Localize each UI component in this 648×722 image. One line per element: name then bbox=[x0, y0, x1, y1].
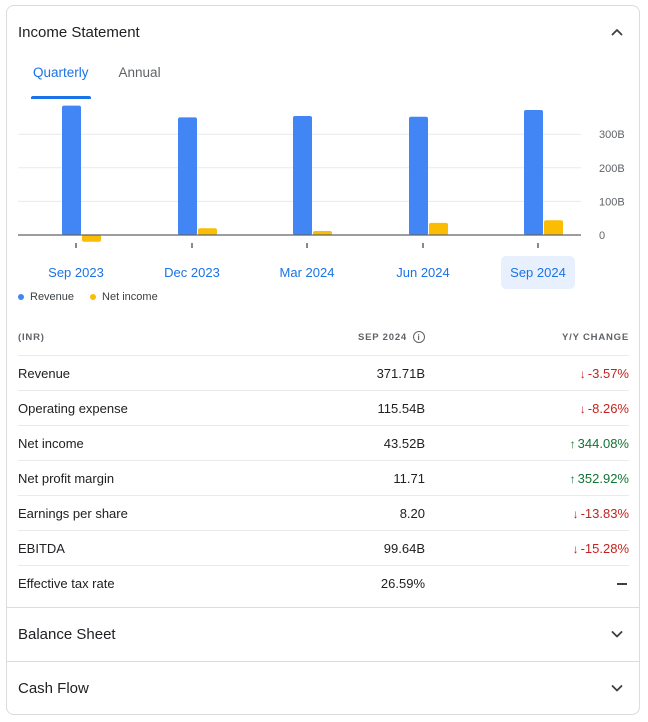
period-tabs: Quarterly Annual bbox=[31, 61, 191, 99]
x-tick-label[interactable]: Jun 2024 bbox=[396, 265, 450, 280]
section-divider bbox=[7, 661, 639, 662]
arrow-down-icon: ↓ bbox=[579, 366, 586, 381]
cash-flow-title: Cash Flow bbox=[18, 679, 89, 697]
bar-net-income bbox=[313, 230, 332, 235]
financials-card: Income Statement Quarterly Annual 0 100B 2… bbox=[6, 5, 640, 715]
y-tick-label: 300B bbox=[599, 129, 625, 141]
row-change: ↓ -8.26% bbox=[425, 401, 629, 416]
chart-legend: Revenue Net income bbox=[18, 291, 158, 303]
row-change-value: -8.26% bbox=[587, 400, 629, 416]
bar-revenue bbox=[409, 116, 428, 235]
row-change-value: 344.08% bbox=[577, 435, 629, 451]
table-header: (INR) SEP 2024 i Y/Y CHANGE bbox=[18, 319, 629, 355]
cash-flow-header[interactable]: Cash Flow bbox=[7, 662, 639, 714]
table-row: Earnings per share 8.20 ↓ -13.83% bbox=[18, 495, 629, 530]
row-change: ↓ -3.57% bbox=[425, 366, 629, 381]
header-change: Y/Y CHANGE bbox=[562, 331, 629, 343]
row-label: Earnings per share bbox=[18, 505, 128, 521]
row-label: Operating expense bbox=[18, 400, 128, 416]
bar-net-income bbox=[544, 220, 563, 235]
row-change-value: -15.28% bbox=[580, 540, 629, 556]
info-icon[interactable]: i bbox=[413, 331, 425, 343]
row-value: 371.71B bbox=[376, 365, 425, 381]
row-value: 43.52B bbox=[383, 435, 425, 451]
row-label: EBITDA bbox=[18, 540, 65, 556]
header-period: SEP 2024 i bbox=[318, 331, 425, 343]
section-divider bbox=[7, 607, 639, 608]
dash-icon bbox=[617, 583, 627, 585]
bar-revenue bbox=[293, 116, 312, 235]
arrow-up-icon: ↑ bbox=[569, 471, 576, 486]
y-tick-label: 100B bbox=[599, 196, 625, 208]
y-tick-label: 200B bbox=[599, 163, 625, 175]
bar-net-income bbox=[82, 235, 101, 242]
row-value: 11.71 bbox=[393, 470, 425, 486]
row-label: Net profit margin bbox=[18, 470, 115, 486]
table-row: Revenue 371.71B ↓ -3.57% bbox=[18, 355, 629, 390]
income-statement-title: Income Statement bbox=[18, 23, 140, 41]
arrow-up-icon: ↑ bbox=[569, 436, 576, 451]
row-label: Net income bbox=[18, 435, 84, 451]
table-row: Operating expense 115.54B ↓ -8.26% bbox=[18, 390, 629, 425]
income-table: (INR) SEP 2024 i Y/Y CHANGE Revenue 371.7… bbox=[18, 319, 629, 600]
tab-annual[interactable]: Annual bbox=[118, 65, 161, 80]
legend-item-revenue: Revenue bbox=[18, 291, 74, 303]
balance-sheet-title: Balance Sheet bbox=[18, 625, 116, 643]
row-change bbox=[425, 576, 629, 591]
chevron-down-icon[interactable] bbox=[609, 680, 625, 696]
table-body: Revenue 371.71B ↓ -3.57% Operating expense 11… bbox=[18, 355, 629, 600]
row-label: Revenue bbox=[18, 365, 71, 381]
row-value: 99.64B bbox=[383, 540, 425, 556]
selected-period-highlight bbox=[501, 256, 575, 289]
x-tick-label[interactable]: Mar 2024 bbox=[280, 265, 335, 280]
arrow-down-icon: ↓ bbox=[579, 401, 586, 416]
row-value: 115.54B bbox=[377, 400, 425, 416]
x-tick-label[interactable]: Sep 2024 bbox=[510, 265, 566, 280]
x-tick-label[interactable]: Sep 2023 bbox=[48, 265, 104, 280]
header-period-label: SEP 2024 bbox=[357, 331, 407, 343]
x-tick-label[interactable]: Dec 2023 bbox=[164, 265, 220, 280]
row-change-value: -13.83% bbox=[580, 505, 629, 521]
table-row: EBITDA 99.64B ↓ -15.28% bbox=[18, 530, 629, 565]
balance-sheet-header[interactable]: Balance Sheet bbox=[7, 608, 639, 660]
y-tick-label: 0 bbox=[599, 230, 605, 242]
arrow-down-icon: ↓ bbox=[572, 541, 579, 556]
chevron-up-icon[interactable] bbox=[609, 24, 625, 40]
header-currency: (INR) bbox=[18, 331, 45, 343]
income-chart: 0 100B 200B 300B Sep 2023 Dec 2023 Mar 2024 Jun… bbox=[18, 105, 625, 289]
legend-label-net-income: Net income bbox=[102, 291, 158, 303]
legend-item-net-income: Net income bbox=[90, 291, 158, 303]
legend-dot-revenue bbox=[18, 294, 24, 300]
row-value: 8.20 bbox=[399, 505, 425, 521]
table-row: Net profit margin 11.71 ↑ 352.92% bbox=[18, 460, 629, 495]
bar-revenue bbox=[178, 117, 197, 235]
bar-net-income bbox=[429, 222, 448, 235]
row-change: ↓ -13.83% bbox=[425, 506, 629, 521]
chevron-down-icon[interactable] bbox=[609, 626, 625, 642]
row-value: 26.59% bbox=[380, 575, 425, 591]
arrow-down-icon: ↓ bbox=[572, 506, 579, 521]
bar-net-income bbox=[198, 228, 217, 235]
income-statement-header[interactable]: Income Statement bbox=[7, 6, 639, 58]
table-row: Net income 43.52B ↑ 344.08% bbox=[18, 425, 629, 460]
legend-label-revenue: Revenue bbox=[30, 291, 75, 303]
row-change-value: 352.92% bbox=[577, 470, 629, 486]
table-row: Effective tax rate 26.59% bbox=[18, 565, 629, 600]
row-change: ↓ -15.28% bbox=[425, 541, 629, 556]
bar-revenue bbox=[62, 105, 81, 235]
tab-quarterly[interactable]: Quarterly bbox=[31, 61, 91, 99]
row-change-value: -3.57% bbox=[587, 365, 629, 381]
legend-dot-net-income bbox=[90, 294, 97, 300]
row-change: ↑ 352.92% bbox=[425, 471, 629, 486]
row-label: Effective tax rate bbox=[18, 575, 115, 591]
row-change: ↑ 344.08% bbox=[425, 436, 629, 451]
bar-revenue bbox=[524, 110, 543, 235]
